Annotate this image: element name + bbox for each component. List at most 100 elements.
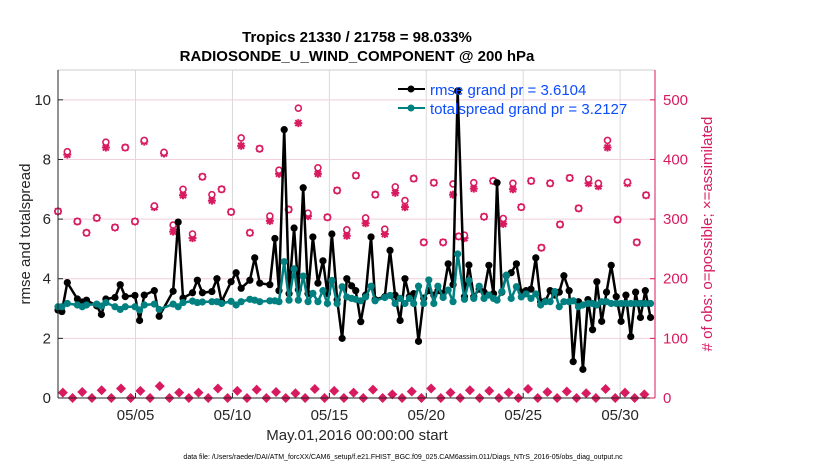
- obs-possible-marker: [304, 209, 312, 217]
- rmse-marker: [328, 230, 336, 238]
- totalspread-marker: [420, 299, 428, 308]
- obs-possible-marker: [469, 178, 478, 187]
- obs-possible-marker: [509, 179, 517, 188]
- obs-possible-marker: [343, 226, 351, 234]
- y-tick-label: 2: [43, 330, 51, 347]
- totalspread-marker: [299, 272, 307, 280]
- rmse-marker: [636, 313, 645, 322]
- totalspread-marker: [391, 299, 399, 308]
- totalspread-marker: [475, 282, 483, 290]
- legend-rmse-label: rmse grand pr = 3.6104: [430, 82, 586, 99]
- totalspread-marker: [121, 303, 129, 311]
- rmse-marker: [237, 284, 245, 292]
- obs-possible-marker: [246, 229, 254, 237]
- obs-possible-marker: [333, 186, 341, 195]
- totalspread-marker: [493, 296, 501, 304]
- totalspread-marker: [401, 299, 409, 308]
- totalspread-marker: [155, 305, 163, 314]
- rmse-marker: [454, 87, 462, 95]
- obs-low-marker: [426, 383, 437, 394]
- rmse-marker: [396, 316, 404, 325]
- totalspread-marker: [63, 299, 71, 308]
- totalspread-marker: [522, 290, 530, 298]
- totalspread-marker: [555, 303, 563, 311]
- obs-possible-marker: [556, 220, 564, 229]
- obs-assimilated-marker: [584, 179, 593, 188]
- totalspread-marker: [333, 299, 341, 308]
- totalspread-marker: [425, 276, 433, 284]
- rmse-marker: [444, 260, 452, 268]
- obs-low-marker: [581, 388, 592, 399]
- rmse-marker: [352, 287, 360, 295]
- rmse-marker: [213, 275, 221, 283]
- rmse-marker: [343, 275, 351, 283]
- data-file-footer: data file: /Users/raeder/DAI/ATM_forcXX/…: [183, 454, 623, 461]
- obs-possible-marker: [208, 190, 216, 199]
- obs-assimilated-marker: [400, 203, 409, 212]
- rmse-marker: [401, 275, 409, 283]
- y-tick-label: 0: [43, 390, 51, 407]
- obs-possible-marker: [361, 214, 370, 222]
- y-axis-right-label: # of obs: o=possible; ×=assimilated: [699, 117, 716, 352]
- obs-possible-marker: [430, 178, 438, 187]
- obs-possible-marker: [371, 190, 380, 199]
- y-right-tick-label: 500: [663, 92, 688, 109]
- totalspread-marker: [280, 258, 288, 266]
- totalspread-marker: [454, 250, 462, 258]
- rmse-marker: [565, 287, 573, 295]
- obs-possible-marker: [73, 217, 82, 226]
- obs-low-marker: [406, 386, 417, 397]
- totalspread-marker: [362, 293, 370, 301]
- obs-possible-marker: [419, 238, 428, 247]
- totalspread-marker: [502, 271, 510, 279]
- rmse-marker: [617, 317, 625, 325]
- obs-possible-marker: [227, 208, 235, 216]
- obs-assimilated-marker: [380, 230, 389, 238]
- totalspread-marker: [174, 303, 182, 311]
- obs-possible-marker: [517, 203, 526, 211]
- totalspread-marker: [357, 297, 365, 305]
- chart-title-line-2: RADIOSONDE_U_WIND_COMPONENT @ 200 hPa: [180, 48, 535, 65]
- obs-possible-marker: [613, 215, 622, 224]
- obs-possible-marker: [92, 214, 101, 222]
- obs-low-marker: [600, 384, 611, 395]
- obs-low-marker: [387, 389, 398, 400]
- totalspread-marker: [414, 282, 423, 290]
- obs-possible-marker: [574, 204, 583, 213]
- rmse-marker: [598, 317, 606, 325]
- x-tick-label: 05/20: [408, 407, 446, 424]
- y-right-tick-label: 300: [663, 211, 688, 228]
- rmse-marker: [131, 291, 139, 300]
- rmse-marker: [414, 337, 423, 345]
- rmse-marker: [174, 218, 182, 226]
- obs-low-marker: [639, 389, 650, 400]
- rmse-marker: [97, 310, 106, 319]
- obs-low-marker: [464, 385, 475, 396]
- rmse-marker: [232, 269, 240, 277]
- rmse-marker: [63, 279, 71, 287]
- rmse-marker: [111, 293, 119, 302]
- rmse-marker: [169, 287, 177, 295]
- obs-possible-marker: [198, 172, 207, 181]
- rmse-marker: [612, 293, 620, 301]
- totalspread-marker: [434, 282, 442, 290]
- totalspread-marker: [304, 298, 312, 306]
- legend: rmse grand pr = 3.6104 totalspread grand…: [398, 82, 627, 118]
- obs-low-marker: [115, 383, 126, 394]
- x-tick-label: 05/10: [214, 407, 252, 424]
- totalspread-marker: [266, 297, 274, 305]
- totalspread-marker: [309, 289, 317, 297]
- rmse-marker: [246, 276, 254, 284]
- obs-assimilated-marker: [179, 191, 188, 200]
- rmse-marker: [290, 224, 298, 232]
- obs-low-marker: [329, 385, 340, 396]
- rmse-marker: [227, 278, 235, 286]
- obs-assimilated-marker: [361, 219, 370, 228]
- y-tick-label: 4: [43, 271, 51, 288]
- totalspread-marker: [470, 294, 478, 303]
- rmse-marker: [512, 260, 521, 268]
- rmse-marker: [348, 282, 356, 290]
- totalspread-marker: [465, 276, 473, 285]
- totalspread-marker: [546, 298, 554, 306]
- x-tick-label: 05/05: [117, 407, 155, 424]
